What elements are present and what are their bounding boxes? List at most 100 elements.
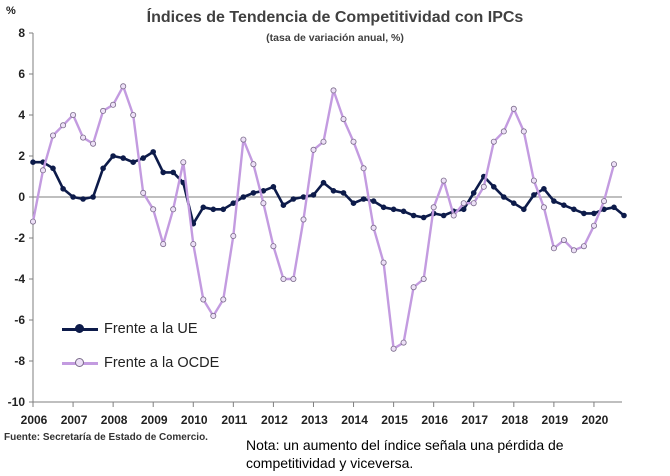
- data-point-ocde: [140, 189, 147, 196]
- data-point-ue: [200, 204, 207, 211]
- data-point-ue: [561, 202, 567, 209]
- data-point-ocde: [420, 275, 427, 282]
- data-point-ue: [470, 190, 477, 196]
- data-point-ocde: [580, 243, 587, 250]
- data-point-ocde: [410, 284, 417, 291]
- data-point-ocde: [490, 138, 497, 145]
- data-point-ocde: [210, 312, 217, 319]
- data-point-ocde: [560, 237, 567, 244]
- data-point-ue: [150, 149, 157, 155]
- data-point-ue: [581, 210, 587, 217]
- data-point-ocde: [270, 243, 277, 250]
- data-point-ocde: [150, 206, 157, 213]
- data-point-ocde: [310, 146, 317, 153]
- data-point-ue: [130, 159, 137, 166]
- data-point-ue: [490, 184, 497, 190]
- data-point-ocde: [450, 212, 457, 219]
- data-point-ocde: [570, 247, 577, 254]
- data-point-ocde: [230, 232, 237, 239]
- data-point-ue: [80, 196, 86, 202]
- data-point-ocde: [110, 101, 117, 108]
- note-line-1: Nota: un aumento del índice señala una p…: [246, 437, 564, 453]
- x-tick-label: 2016: [421, 413, 448, 427]
- data-point-ocde: [180, 159, 187, 166]
- legend-item-ocde: Frente a la OCDE: [62, 350, 219, 376]
- data-point-ue: [50, 165, 56, 172]
- legend: Frente a la UE Frente a la OCDE: [62, 316, 219, 384]
- data-point-ocde: [80, 134, 87, 141]
- data-point-ue: [551, 198, 557, 204]
- data-point-ue: [140, 155, 147, 161]
- data-point-ue: [210, 206, 217, 213]
- chart-title: Índices de Tendencia de Competitividad c…: [146, 9, 524, 26]
- data-point-ocde: [550, 245, 557, 252]
- data-point-ocde: [440, 177, 447, 184]
- x-tick-label: 2007: [61, 413, 88, 427]
- data-point-ue: [350, 200, 357, 207]
- x-tick-label: 2017: [461, 413, 488, 427]
- data-point-ocde: [90, 140, 97, 147]
- data-point-ue: [110, 153, 116, 159]
- data-point-ocde: [190, 241, 197, 248]
- series-layer: [29, 83, 627, 352]
- x-tick-label: 2008: [101, 413, 128, 427]
- y-tick-label: -8: [14, 354, 25, 368]
- legend-label-ue: Frente a la UE: [104, 321, 198, 337]
- data-point-ocde: [540, 204, 547, 211]
- y-tick-label: -6: [14, 313, 25, 327]
- series-line-ocde: [31, 85, 616, 350]
- data-point-ocde: [300, 216, 307, 223]
- data-point-ocde: [360, 165, 367, 172]
- data-point-ue: [510, 200, 517, 207]
- data-point-ocde: [520, 128, 527, 135]
- data-point-ocde: [340, 116, 347, 123]
- x-tick-label: 2014: [341, 413, 368, 427]
- data-point-ocde: [370, 224, 377, 231]
- data-point-ue: [90, 194, 96, 200]
- data-point-ocde: [480, 183, 487, 190]
- data-point-ocde: [29, 218, 36, 225]
- x-tick-label: 2010: [181, 413, 208, 427]
- data-point-ue: [290, 196, 297, 202]
- source-text: Fuente: Secretaría de Estado de Comercio…: [4, 432, 208, 443]
- data-point-ocde: [390, 345, 397, 352]
- data-point-ocde: [220, 296, 227, 303]
- data-point-ue: [440, 212, 447, 219]
- data-point-ue: [30, 159, 36, 166]
- x-tick-label: 2006: [21, 413, 48, 427]
- data-point-ocde: [240, 136, 247, 143]
- data-point-ocde: [160, 241, 167, 248]
- x-tick-label: 2011: [221, 413, 247, 427]
- data-point-ocde: [350, 138, 357, 145]
- chart-subtitle: (tasa de variación anual, %): [266, 32, 404, 44]
- data-point-ue: [390, 206, 397, 213]
- y-tick-label: -4: [14, 272, 25, 286]
- y-tick-label: 8: [18, 26, 25, 40]
- data-point-ue: [330, 188, 337, 194]
- x-tick-label: 2009: [141, 413, 168, 427]
- data-point-ue: [60, 186, 66, 192]
- data-point-ue: [160, 169, 167, 176]
- data-point-ocde: [591, 222, 598, 229]
- data-point-ue: [571, 206, 577, 213]
- data-point-ue: [300, 194, 307, 200]
- x-tick-label: 2012: [261, 413, 288, 427]
- data-point-ue: [270, 184, 277, 190]
- data-point-ue: [460, 206, 467, 213]
- data-point-ue: [250, 190, 257, 196]
- data-point-ocde: [200, 296, 207, 303]
- legend-item-ue: Frente a la UE: [62, 316, 219, 342]
- data-point-ocde: [611, 161, 618, 168]
- data-point-ue: [240, 194, 247, 200]
- note-line-2: competitividad y viceversa.: [246, 455, 414, 471]
- x-tick-label: 2015: [381, 413, 408, 427]
- data-point-ocde: [130, 112, 137, 119]
- data-point-ue: [410, 212, 417, 219]
- data-point-ocde: [510, 105, 517, 112]
- data-point-ocde: [400, 339, 407, 346]
- legend-label-ocde: Frente a la OCDE: [104, 355, 220, 371]
- data-point-ocde: [470, 200, 477, 207]
- note-text: Nota: un aumento del índice señala una p…: [246, 436, 564, 472]
- data-point-ue: [360, 196, 367, 202]
